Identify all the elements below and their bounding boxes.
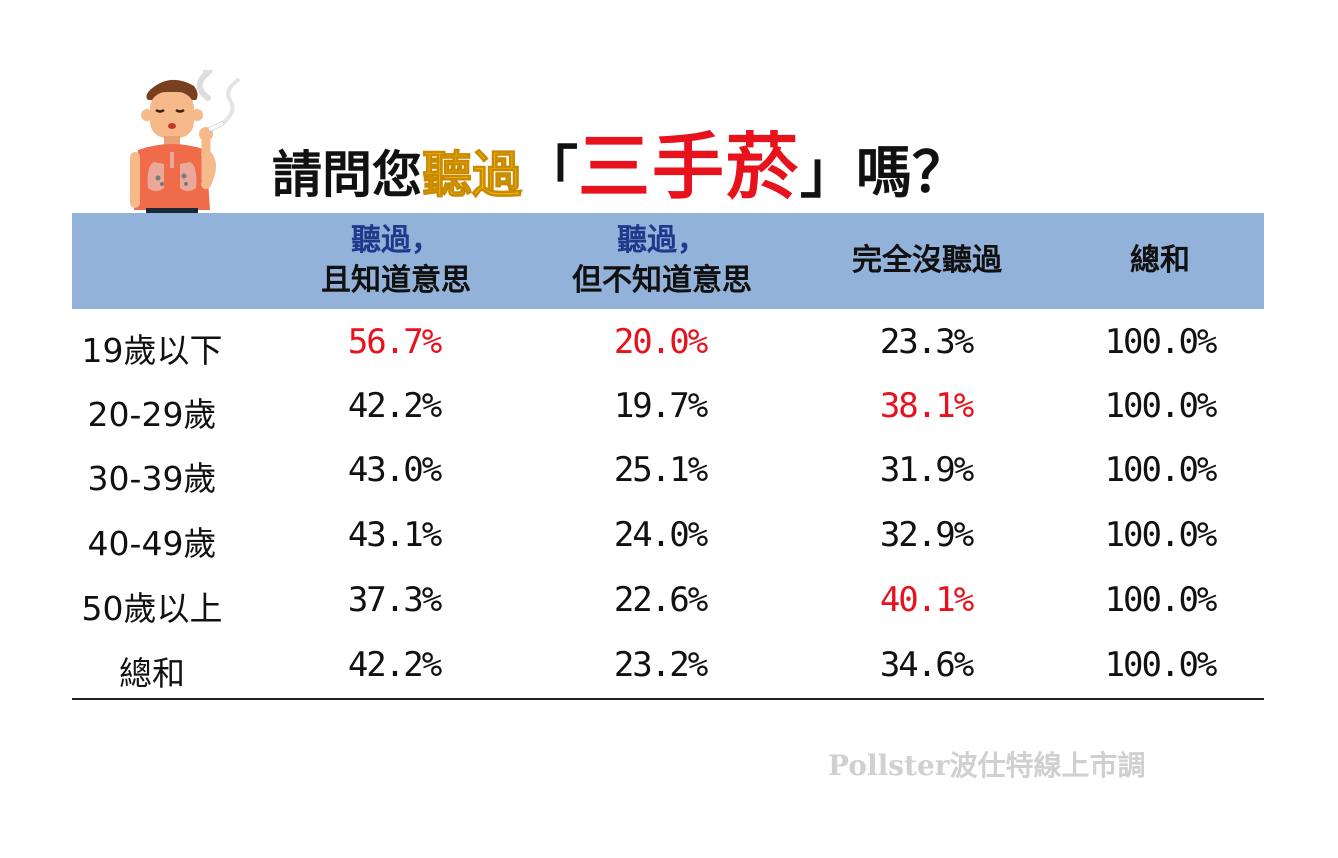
col-header-line1: 聽過， [351, 223, 441, 258]
table-cell: 23.2% [613, 645, 708, 685]
table-cell: 32.9% [879, 515, 974, 555]
col-header-total: 總和 [1060, 213, 1260, 309]
col-header-line1: 聽過， [617, 223, 707, 258]
row-label: 30-39歲 [87, 459, 217, 498]
source-credit: Pollster波仕特線上市調 [828, 749, 1146, 782]
table-cell: 43.1% [347, 515, 442, 555]
table-cell: 100.0% [1104, 322, 1218, 362]
table-cell: 42.2% [347, 386, 442, 426]
table-cell: 37.3% [347, 580, 442, 620]
table-cell: 24.0% [613, 515, 708, 555]
title-part-2: 聽過 [422, 146, 523, 205]
title-part-1: 請問您 [272, 146, 422, 204]
col-header-line1: 完全沒聽過 [852, 243, 1002, 278]
col-header-line2: 且知道意思 [321, 263, 471, 298]
col-header-never-heard: 完全沒聽過 [812, 213, 1042, 309]
table-cell: 25.1% [613, 450, 708, 490]
table-cell: 42.2% [347, 645, 442, 685]
table-cell: 100.0% [1104, 645, 1218, 685]
title-part-5: 」嗎？ [800, 141, 969, 206]
table-cell: 31.9% [879, 450, 974, 490]
col-header-heard-know: 聽過， 且知道意思 [296, 213, 496, 309]
col-header-heard-dont-know: 聽過， 但不知道意思 [552, 213, 772, 309]
row-label: 50歲以上 [81, 589, 223, 628]
table-cell: 38.1% [879, 386, 974, 426]
table-cell: 22.6% [613, 580, 708, 620]
col-header-line1: 總和 [1130, 243, 1190, 278]
table-cell: 100.0% [1104, 386, 1218, 426]
table-cell: 100.0% [1104, 580, 1218, 620]
table-cell: 20.0% [613, 322, 708, 362]
table-cell: 43.0% [347, 450, 442, 490]
col-header-line2: 但不知道意思 [572, 263, 752, 298]
table-cell: 100.0% [1104, 450, 1218, 490]
title-part-3: 「 [522, 141, 578, 206]
title-part-4: 三手菸 [578, 125, 801, 209]
row-label: 總和 [119, 654, 185, 693]
table-bottom-rule [72, 698, 1264, 700]
table-header-band [72, 213, 1264, 309]
table-cell: 56.7% [347, 322, 442, 362]
table-cell: 100.0% [1104, 515, 1218, 555]
table-cell: 40.1% [879, 580, 974, 620]
row-label: 40-49歲 [87, 524, 217, 563]
row-label: 19歲以下 [81, 331, 223, 370]
table-cell: 19.7% [613, 386, 708, 426]
table-cell: 23.3% [879, 322, 974, 362]
table-cell: 34.6% [879, 645, 974, 685]
row-label: 20-29歲 [87, 395, 217, 434]
page-title: 請問您聽過「三手菸」嗎？ [272, 108, 968, 209]
